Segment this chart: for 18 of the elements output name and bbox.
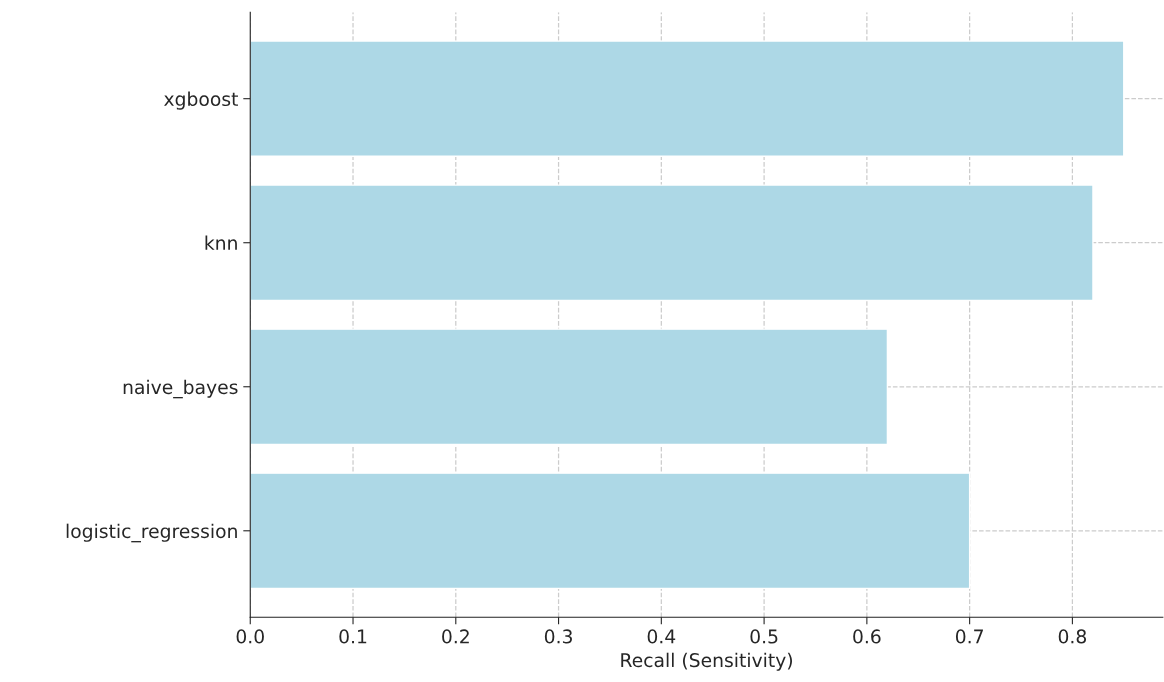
bar <box>250 472 971 590</box>
x-tick-label: 0.1 <box>339 629 367 644</box>
y-tick-label: logistic_regression <box>66 523 237 543</box>
x-tick-label: 0.7 <box>955 629 983 644</box>
x-tick-label: 0.8 <box>1058 629 1087 644</box>
x-tick-label: 0.2 <box>442 629 469 644</box>
x-tick-label: 0.6 <box>853 629 881 644</box>
x-tick-label: 0.3 <box>544 629 572 644</box>
bar <box>250 328 889 446</box>
y-tick-label: xgboost <box>164 91 238 110</box>
x-tick-label: 0.4 <box>647 629 676 644</box>
bar <box>250 184 1094 302</box>
x-tick-label: 0.0 <box>236 629 264 644</box>
bar <box>250 40 1125 158</box>
y-tick-label: naive_bayes <box>123 379 238 399</box>
x-axis-title: Recall (Sensitivity) <box>621 652 793 671</box>
x-tick-label: 0.5 <box>750 629 778 644</box>
y-tick-label: knn <box>205 235 237 250</box>
